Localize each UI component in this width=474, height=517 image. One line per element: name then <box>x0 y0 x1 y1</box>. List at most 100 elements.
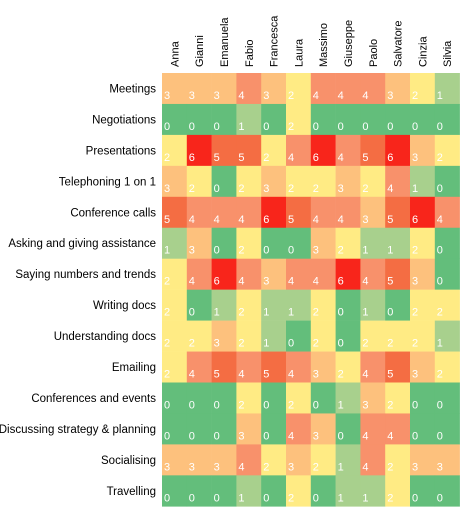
cell-value-label: 5 <box>387 276 393 288</box>
cell-value-label: 0 <box>437 492 443 504</box>
heatmap-cell <box>410 382 436 414</box>
heatmap-cell <box>360 320 386 352</box>
heatmap-cell <box>360 73 386 105</box>
cell-value-label: 2 <box>189 183 195 195</box>
heatmap-cell <box>360 351 386 383</box>
heatmap-cell <box>434 475 460 507</box>
heatmap-cell <box>211 258 237 290</box>
heatmap-cell <box>236 413 262 445</box>
cell-value-label: 4 <box>437 214 443 226</box>
heatmap-cell <box>286 444 312 476</box>
heatmap-cell <box>410 320 436 352</box>
heatmap-cell <box>434 444 460 476</box>
cell-value-label: 2 <box>412 245 418 257</box>
column-label-laura: Laura <box>293 38 305 67</box>
cell-value-label: 3 <box>412 152 418 164</box>
column-labels: Anna Gianni Emanuela Fabio Francesca Laura Mas… <box>169 15 454 67</box>
cell-value-label: 0 <box>288 338 294 350</box>
cell-value-label: 0 <box>437 183 443 195</box>
column-label-anna: Anna <box>169 40 181 67</box>
heatmap-cell <box>360 165 386 198</box>
cell-value-label: 5 <box>288 214 294 226</box>
heatmap-cell <box>261 258 287 290</box>
heatmap-cell <box>286 475 312 507</box>
cell-value-label: 1 <box>387 245 393 257</box>
cell-value-label: 6 <box>263 214 269 226</box>
cell-value-label: 2 <box>313 338 319 350</box>
heatmap-cell <box>434 73 460 105</box>
row-label-travelling: Travelling <box>107 486 156 498</box>
heatmap-cell <box>162 196 188 229</box>
heatmap-cell <box>186 73 212 105</box>
cell-value-label: 0 <box>164 399 170 411</box>
cell-value-label: 0 <box>263 399 269 411</box>
heatmap-cell <box>360 258 386 290</box>
cell-value-label: 4 <box>238 461 244 473</box>
cell-value-label: 0 <box>313 121 319 133</box>
heatmap-cell <box>211 413 237 445</box>
heatmap-cell <box>410 444 436 476</box>
cell-value-label: 3 <box>313 245 319 257</box>
heatmap-cell <box>186 165 212 198</box>
heatmap-cell <box>286 134 312 167</box>
heatmap-cell <box>236 103 262 136</box>
cell-value-label: 2 <box>288 121 294 133</box>
cell-value-label: 3 <box>214 338 220 350</box>
heatmap-cell <box>335 351 361 383</box>
heatmap-cell <box>211 351 237 383</box>
heatmap-cell <box>286 196 312 229</box>
heatmap-cell <box>186 444 212 476</box>
cell-value-label: 4 <box>288 430 294 442</box>
heatmap-cell <box>211 320 237 352</box>
heatmap-cell <box>310 382 336 414</box>
cell-value-label: 2 <box>238 307 244 319</box>
cell-value-label: 0 <box>387 307 393 319</box>
cell-value-label: 0 <box>263 121 269 133</box>
cell-value-label: 4 <box>313 276 319 288</box>
cell-value-label: 0 <box>214 430 220 442</box>
cell-value-label: 4 <box>362 90 368 102</box>
heatmap-cell <box>434 227 460 259</box>
heatmap-cell <box>211 289 237 321</box>
cell-value-label: 3 <box>214 461 220 473</box>
heatmap-cell <box>335 413 361 445</box>
row-labels: Meetings Negotiations Presentations Telepho… <box>0 83 156 497</box>
heatmap-cell <box>360 382 386 414</box>
cell-value-label: 3 <box>412 461 418 473</box>
heatmap-cell <box>286 413 312 445</box>
cell-value-label: 0 <box>214 245 220 257</box>
cell-value-label: 2 <box>387 461 393 473</box>
cell-value-label: 0 <box>189 492 195 504</box>
cell-value-label: 2 <box>288 90 294 102</box>
heatmap-cell <box>385 196 411 229</box>
heatmap-cell <box>385 289 411 321</box>
heatmap-cell <box>236 382 262 414</box>
heatmap-cell <box>385 444 411 476</box>
cell-value-label: 2 <box>338 369 344 381</box>
cell-value-label: 1 <box>362 492 368 504</box>
heatmap-cell <box>286 289 312 321</box>
cell-value-label: 4 <box>288 152 294 164</box>
heatmap-cell <box>434 134 460 167</box>
heatmap-cell <box>261 444 287 476</box>
heatmap-cell <box>186 351 212 383</box>
heatmap-cell <box>310 134 336 167</box>
heatmap-cell <box>236 320 262 352</box>
row-label-negotiations: Negotiations <box>92 114 156 126</box>
row-label-emailing: Emailing <box>112 362 156 374</box>
cell-value-label: 3 <box>288 461 294 473</box>
column-label-fabio: Fabio <box>244 39 256 67</box>
cell-value-label: 2 <box>437 152 443 164</box>
cell-value-label: 1 <box>164 245 170 257</box>
cell-value-label: 2 <box>387 399 393 411</box>
cell-value-label: 0 <box>164 492 170 504</box>
cell-value-label: 2 <box>238 245 244 257</box>
heatmap-cell <box>186 227 212 259</box>
heatmap-cell <box>335 320 361 352</box>
cell-value-label: 0 <box>214 183 220 195</box>
cell-value-label: 2 <box>362 183 368 195</box>
heatmap-cell <box>410 413 436 445</box>
cell-value-label: 4 <box>189 369 195 381</box>
cell-value-label: 3 <box>412 369 418 381</box>
